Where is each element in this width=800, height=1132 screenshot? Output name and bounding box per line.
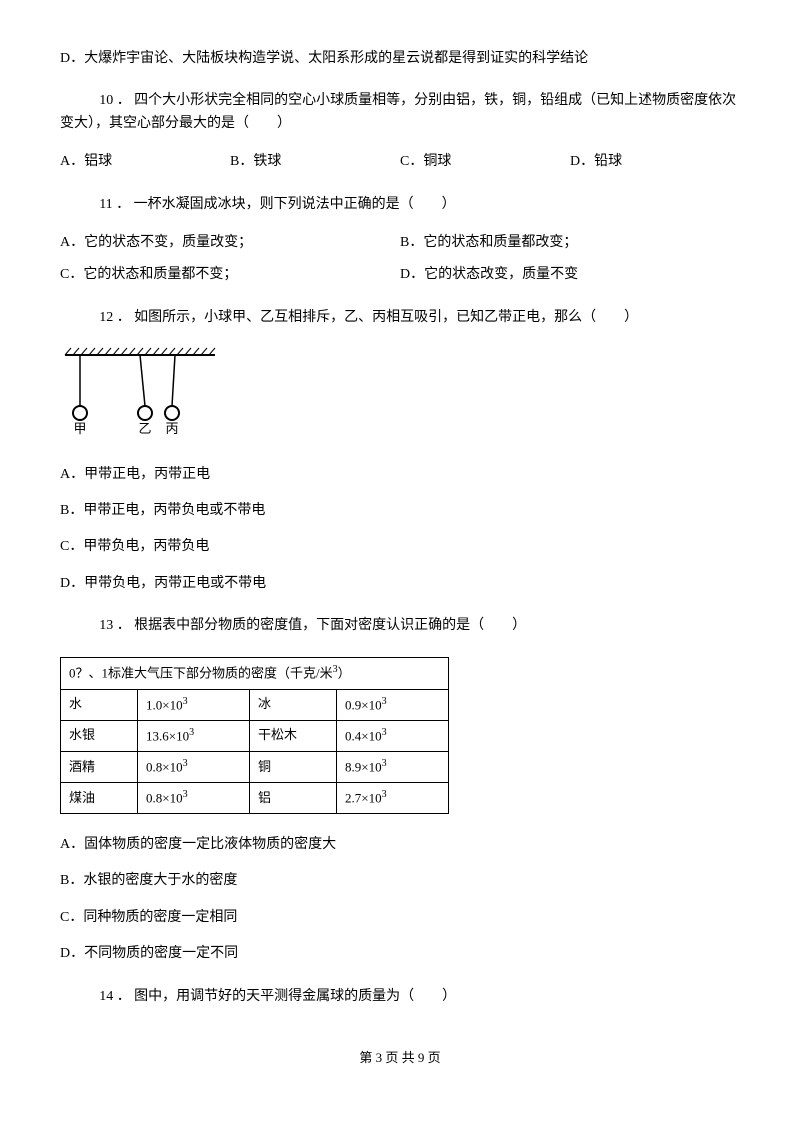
pendulum-diagram-svg: 甲 乙丙	[60, 347, 220, 437]
q11-opt-b: B．它的状态和质量都改变；	[400, 232, 740, 254]
page-footer: 第 3 页 共 9 页	[60, 1048, 740, 1069]
density-table: 0？、1标准大气压下部分物质的密度（千克/米3）水1.0×103冰0.9×103…	[60, 657, 449, 814]
q11-stem: 11 ． 一杯水凝固成冰块，则下列说法中正确的是（ ）	[60, 194, 740, 216]
svg-text:乙: 乙	[138, 421, 151, 436]
q13-opt-d: D．不同物质的密度一定不同	[60, 943, 740, 965]
q10-opt-b: B．铁球	[230, 151, 400, 173]
q10-options: A．铝球 B．铁球 C．铜球 D．铅球	[60, 151, 740, 173]
q12-opt-d: D．甲带负电，丙带正电或不带电	[60, 573, 740, 595]
q13-opt-c: C．同种物质的密度一定相同	[60, 907, 740, 929]
q12-stem: 12 ． 如图所示，小球甲、乙互相排斥，乙、丙相互吸引，已知乙带正电，那么（ ）	[60, 307, 740, 329]
q13-options: A．固体物质的密度一定比液体物质的密度大 B．水银的密度大于水的密度 C．同种物…	[60, 834, 740, 966]
q11-opt-a: A．它的状态不变，质量改变；	[60, 232, 400, 254]
q11-options: A．它的状态不变，质量改变； B．它的状态和质量都改变； C．它的状态和质量都不…	[60, 232, 740, 287]
q10-opt-a: A．铝球	[60, 151, 230, 173]
q13-stem: 13 ． 根据表中部分物质的密度值，下面对密度认识正确的是（ ）	[60, 615, 740, 637]
q10-opt-c: C．铜球	[400, 151, 570, 173]
svg-text:甲: 甲	[73, 421, 86, 436]
q13-table-wrap: 0？、1标准大气压下部分物质的密度（千克/米3）水1.0×103冰0.9×103…	[60, 657, 740, 814]
q12-opt-c: C．甲带负电，丙带负电	[60, 536, 740, 558]
q10-stem: 10 ． 四个大小形状完全相同的空心小球质量相等，分别由铝，铁，铜，铅组成（已知…	[60, 90, 740, 135]
q12-opt-a: A．甲带正电，丙带正电	[60, 464, 740, 486]
q13-opt-b: B．水银的密度大于水的密度	[60, 870, 740, 892]
q13-opt-a: A．固体物质的密度一定比液体物质的密度大	[60, 834, 740, 856]
q12-diagram: 甲 乙丙	[60, 347, 740, 445]
q12-opt-b: B．甲带正电，丙带负电或不带电	[60, 500, 740, 522]
page-container: D．大爆炸宇宙论、大陆板块构造学说、太阳系形成的星云说都是得到证实的科学结论 1…	[0, 0, 800, 1099]
q11-opt-d: D．它的状态改变，质量不变	[400, 264, 740, 286]
q11-opt-c: C．它的状态和质量都不变；	[60, 264, 400, 286]
q14-stem: 14 ． 图中，用调节好的天平测得金属球的质量为（ ）	[60, 986, 740, 1008]
q10-opt-d: D．铅球	[570, 151, 740, 173]
prev-option-d: D．大爆炸宇宙论、大陆板块构造学说、太阳系形成的星云说都是得到证实的科学结论	[60, 48, 740, 70]
svg-text:丙: 丙	[165, 421, 178, 436]
q12-options: A．甲带正电，丙带正电 B．甲带正电，丙带负电或不带电 C．甲带负电，丙带负电 …	[60, 464, 740, 596]
